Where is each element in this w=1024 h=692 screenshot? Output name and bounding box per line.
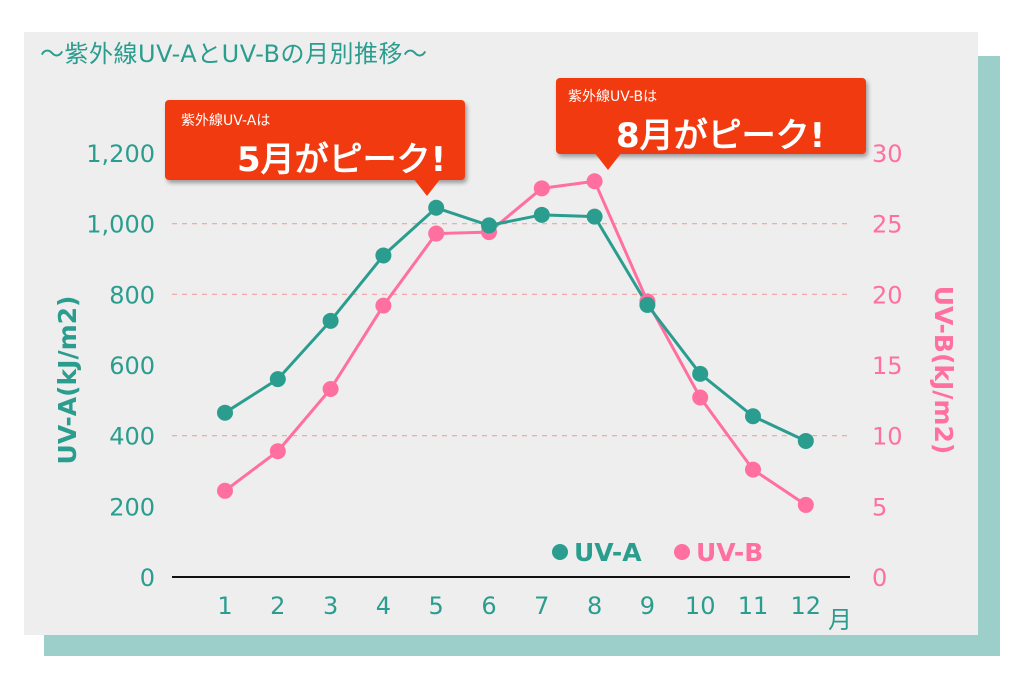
uvb-callout-line1: 紫外線UV-Bは bbox=[568, 89, 658, 105]
uvb-callout-pointer bbox=[594, 152, 622, 170]
uvb-series-line bbox=[224, 179, 807, 507]
left-tick-label: 400 bbox=[109, 423, 155, 451]
x-tick-label: 10 bbox=[685, 592, 716, 620]
left-axis-title: UV-A(kJ/m2) bbox=[53, 296, 82, 465]
uva-data-point bbox=[481, 217, 497, 234]
right-tick-label: 15 bbox=[872, 352, 903, 380]
uva-data-point bbox=[639, 296, 656, 313]
right-tick-label: 25 bbox=[872, 211, 903, 239]
uvb-data-point bbox=[745, 461, 761, 478]
x-axis-unit: 月 bbox=[828, 606, 852, 634]
right-tick-label: 10 bbox=[872, 423, 903, 451]
x-tick-label: 9 bbox=[640, 592, 655, 620]
uvb-callout-line2: 8月がピーク! bbox=[616, 116, 826, 156]
left-tick-label: 1,000 bbox=[86, 211, 155, 239]
uva-data-point bbox=[428, 199, 445, 216]
uva-series-line bbox=[224, 206, 807, 443]
chart-title: 〜紫外線UV-AとUV-Bの月別推移〜 bbox=[40, 40, 428, 68]
uvb-data-point bbox=[269, 443, 286, 460]
uvb-data-point bbox=[322, 381, 339, 398]
uva-peak-callout: 紫外線UV-Aは 5月がピーク! bbox=[165, 100, 465, 196]
x-tick-label: 8 bbox=[587, 592, 602, 620]
x-tick-label: 4 bbox=[376, 592, 391, 620]
legend-uvb-marker bbox=[674, 544, 690, 560]
uva-callout-line1: 紫外線UV-Aは bbox=[181, 113, 271, 129]
left-tick-label: 600 bbox=[109, 352, 155, 380]
x-tick-label: 6 bbox=[481, 592, 496, 620]
left-tick-label: 200 bbox=[109, 493, 155, 521]
uva-data-point bbox=[533, 206, 550, 223]
legend-uva-marker bbox=[552, 544, 568, 560]
uva-callout-line2: 5月がピーク! bbox=[237, 140, 447, 180]
uva-data-point bbox=[797, 432, 814, 449]
uva-data-point bbox=[692, 365, 709, 382]
uvb-data-point bbox=[217, 482, 233, 499]
x-tick-label: 11 bbox=[738, 592, 769, 620]
legend-uvb-label: UV-B bbox=[696, 538, 763, 567]
right-tick-label: 0 bbox=[872, 564, 887, 592]
x-tick-label: 7 bbox=[534, 592, 549, 620]
uvb-data-point bbox=[692, 389, 709, 406]
uva-data-point bbox=[322, 312, 339, 329]
legend-uva-label: UV-A bbox=[574, 538, 642, 567]
uvb-data-point bbox=[375, 297, 392, 314]
uvb-peak-callout: 紫外線UV-Bは 8月がピーク! bbox=[556, 78, 866, 170]
uvb-data-point bbox=[533, 180, 550, 197]
x-tick-label: 3 bbox=[323, 592, 338, 620]
x-tick-label: 1 bbox=[217, 592, 232, 620]
uva-callout-pointer bbox=[413, 178, 441, 196]
right-tick-label: 20 bbox=[872, 281, 903, 309]
uva-data-point bbox=[375, 247, 392, 264]
uva-data-point bbox=[745, 408, 761, 425]
left-tick-label: 0 bbox=[140, 564, 155, 592]
right-tick-label: 30 bbox=[872, 140, 903, 168]
uva-data-point bbox=[217, 404, 233, 421]
left-tick-label: 1,200 bbox=[86, 140, 155, 168]
uvb-data-point bbox=[428, 225, 445, 242]
x-tick-label: 2 bbox=[270, 592, 285, 620]
x-tick-label: 12 bbox=[791, 592, 822, 620]
uva-data-point bbox=[586, 208, 603, 225]
right-tick-label: 5 bbox=[872, 493, 887, 521]
x-tick-label: 5 bbox=[429, 592, 444, 620]
uva-data-point bbox=[269, 371, 286, 388]
uvb-data-point bbox=[797, 496, 814, 513]
uvb-data-point bbox=[586, 173, 603, 190]
left-tick-label: 800 bbox=[109, 281, 155, 309]
right-axis-title: UV-B(kJ/m2) bbox=[929, 286, 958, 455]
